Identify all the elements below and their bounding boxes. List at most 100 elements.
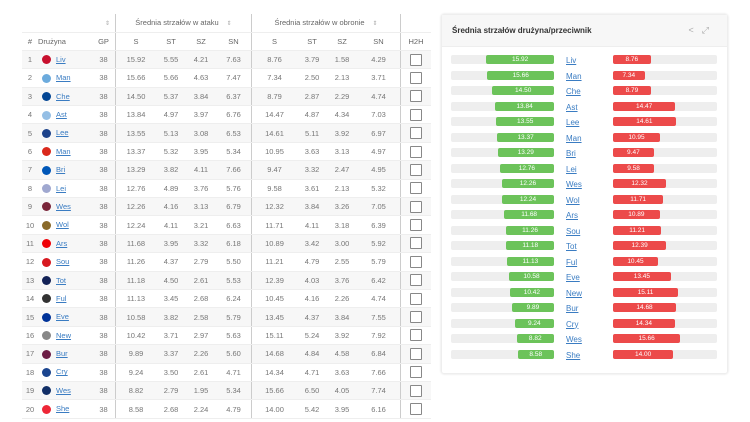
chart-team-link[interactable]: Wes [566, 180, 582, 189]
h2h-checkbox[interactable] [410, 329, 422, 342]
for-bar[interactable]: 10.42 [509, 287, 554, 297]
team-link[interactable]: Ars [56, 238, 68, 248]
for-bar[interactable]: 9.24 [514, 318, 554, 328]
for-bar[interactable]: 13.55 [496, 117, 554, 126]
against-bar[interactable]: 13.45 [613, 272, 671, 281]
chart-team-link[interactable]: Bri [566, 149, 576, 158]
chart-team-link[interactable]: Che [566, 87, 581, 96]
for-bar[interactable]: 13.29 [497, 148, 554, 157]
team-link[interactable]: New [56, 330, 72, 340]
col-rank[interactable]: # [22, 32, 38, 51]
for-bar[interactable]: 9.89 [511, 303, 554, 312]
against-bar[interactable]: 9.47 [613, 148, 654, 157]
for-bar[interactable]: 11.68 [504, 210, 554, 219]
h2h-checkbox[interactable] [410, 347, 422, 360]
h2h-checkbox[interactable] [410, 182, 422, 195]
col-def-st[interactable]: ST [297, 32, 327, 51]
against-bar[interactable]: 14.47 [613, 101, 676, 111]
sort-icon[interactable]: ⇕ [226, 21, 232, 28]
h2h-checkbox[interactable] [410, 127, 422, 140]
against-bar[interactable]: 10.95 [613, 132, 661, 142]
col-def-sn[interactable]: SN [357, 32, 401, 51]
against-bar[interactable]: 8.79 [613, 86, 651, 95]
chart-team-link[interactable]: Ars [566, 211, 578, 220]
for-bar[interactable]: 12.76 [499, 163, 554, 173]
h2h-checkbox[interactable] [410, 163, 422, 176]
for-bar[interactable]: 8.58 [517, 349, 554, 359]
col-att-sn[interactable]: SN [216, 32, 252, 51]
against-bar[interactable]: 15.66 [613, 334, 681, 343]
against-bar[interactable]: 15.11 [613, 287, 678, 297]
team-link[interactable]: Lei [56, 183, 67, 193]
col-att-sz[interactable]: SZ [186, 32, 216, 51]
chart-team-link[interactable]: Cry [566, 319, 579, 329]
for-bar[interactable]: 11.13 [506, 256, 554, 266]
chart-team-link[interactable]: Man [566, 133, 582, 143]
against-bar[interactable]: 11.71 [613, 194, 664, 204]
h2h-checkbox[interactable] [410, 90, 422, 103]
against-bar[interactable]: 7.34 [613, 70, 645, 80]
against-bar[interactable]: 14.34 [613, 318, 675, 328]
team-link[interactable]: Eve [56, 312, 69, 322]
for-bar[interactable]: 12.24 [501, 194, 554, 204]
h2h-checkbox[interactable] [410, 366, 422, 379]
chart-team-link[interactable]: Bur [566, 304, 579, 313]
team-link[interactable]: She [56, 404, 70, 414]
col-att-s[interactable]: S [115, 32, 156, 51]
h2h-checkbox[interactable] [410, 145, 422, 158]
chart-team-link[interactable]: Lee [566, 118, 580, 127]
team-link[interactable]: Lee [56, 128, 69, 138]
against-bar[interactable]: 8.76 [613, 55, 651, 64]
team-link[interactable]: Man [56, 146, 71, 156]
against-bar[interactable]: 12.39 [613, 241, 667, 250]
against-bar[interactable]: 9.58 [613, 163, 655, 173]
against-bar[interactable]: 12.32 [613, 179, 666, 188]
team-link[interactable]: Wol [56, 220, 69, 230]
col-def-s[interactable]: S [251, 32, 297, 51]
team-link[interactable]: Man [56, 73, 71, 83]
for-bar[interactable]: 14.50 [492, 86, 554, 95]
col-def-sz[interactable]: SZ [327, 32, 357, 51]
chart-team-link[interactable]: Ful [566, 257, 578, 267]
team-link[interactable]: Wes [56, 385, 71, 395]
chart-team-link[interactable]: Sou [566, 226, 581, 236]
sort-icon[interactable]: ⇕ [372, 21, 378, 28]
chart-team-link[interactable]: Liv [566, 56, 577, 65]
h2h-checkbox[interactable] [410, 255, 422, 268]
sort-icon[interactable]: ⇕ [92, 14, 116, 33]
h2h-checkbox[interactable] [410, 71, 422, 84]
for-bar[interactable]: 15.92 [486, 55, 554, 64]
team-link[interactable]: Bri [56, 165, 66, 175]
h2h-checkbox[interactable] [410, 108, 422, 121]
against-bar[interactable]: 10.45 [613, 256, 658, 266]
for-bar[interactable]: 11.26 [506, 225, 554, 235]
chart-team-link[interactable]: Ast [566, 102, 578, 112]
for-bar[interactable]: 13.84 [495, 101, 554, 111]
team-link[interactable]: Bur [56, 349, 68, 359]
col-att-st[interactable]: ST [156, 32, 186, 51]
against-bar[interactable]: 14.68 [613, 303, 677, 312]
h2h-checkbox[interactable] [410, 237, 422, 250]
col-gp[interactable]: GP [92, 32, 116, 51]
h2h-checkbox[interactable] [410, 274, 422, 287]
h2h-checkbox[interactable] [410, 219, 422, 232]
against-bar[interactable]: 14.00 [613, 349, 674, 359]
for-bar[interactable]: 12.26 [501, 179, 554, 188]
h2h-checkbox[interactable] [410, 292, 422, 305]
for-bar[interactable]: 13.37 [497, 132, 554, 142]
group-attack-header[interactable]: Średnia strzałów w ataku ⇕ [115, 14, 252, 33]
h2h-checkbox[interactable] [410, 384, 422, 397]
for-bar[interactable]: 15.66 [487, 70, 554, 80]
team-link[interactable]: Tot [56, 275, 67, 285]
for-bar[interactable]: 10.58 [509, 272, 554, 281]
h2h-checkbox[interactable] [410, 53, 422, 66]
against-bar[interactable]: 14.61 [613, 117, 676, 126]
chart-team-link[interactable]: Lei [566, 164, 577, 174]
h2h-checkbox[interactable] [410, 311, 422, 324]
h2h-checkbox[interactable] [410, 403, 422, 415]
team-link[interactable]: Sou [56, 257, 70, 267]
h2h-checkbox[interactable] [410, 200, 422, 213]
col-team[interactable]: Drużyna [38, 32, 92, 51]
group-defense-header[interactable]: Średnia strzałów w obronie ⇕ [251, 14, 401, 33]
team-link[interactable]: Wes [56, 201, 71, 211]
